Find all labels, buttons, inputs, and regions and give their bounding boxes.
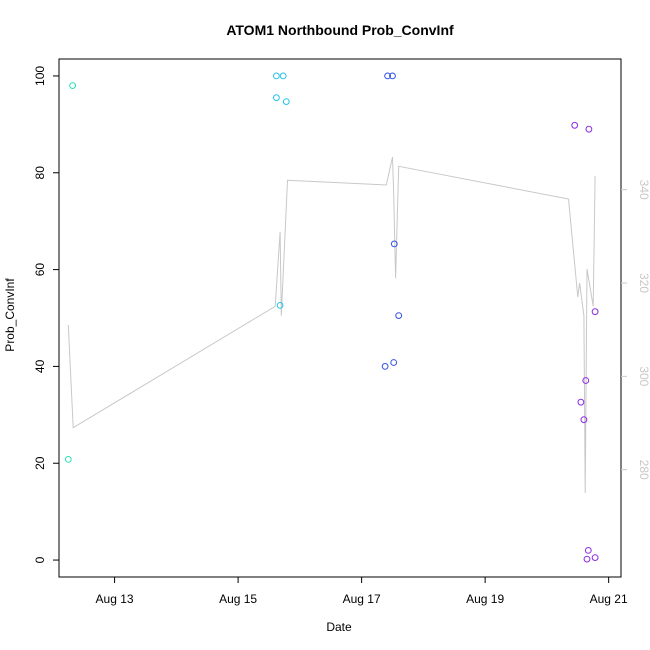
- y-tick-label-3: 40: [33, 359, 47, 373]
- y-tick-label-4: 60: [33, 263, 47, 277]
- x-tick-label-3: Aug 17: [343, 592, 381, 606]
- secondary-series-line: [67, 156, 596, 494]
- data-point-s4-5: [577, 398, 585, 406]
- data-point-s2-3: [273, 94, 280, 102]
- axes: Aug 13 Aug 15 Aug 17 Aug 19 Aug 21 0 20 40 60 80 1…: [33, 58, 650, 606]
- data-point-s4-2: [585, 125, 593, 133]
- data-point-s1-2: [69, 82, 76, 89]
- data-point-s4-9: [591, 554, 599, 561]
- x-tick-label-2: Aug 15: [219, 592, 257, 606]
- y-tick-label-5: 80: [33, 166, 47, 180]
- data-point-s2-5: [276, 302, 284, 309]
- y2-tick-label-3: 320: [637, 273, 650, 293]
- data-point-s4-7: [584, 547, 592, 554]
- y-tick-label-2: 20: [33, 456, 47, 470]
- data-point-s1-1: [64, 456, 72, 463]
- data-point-s4-6: [580, 416, 588, 424]
- y2-tick-label-2: 300: [637, 366, 650, 386]
- data-point-s2-2: [279, 72, 287, 80]
- data-point-s3-1: [384, 72, 392, 80]
- chart-title: ATOM1 Northbound Prob_ConvInf: [226, 22, 454, 38]
- data-point-s3-2: [389, 72, 396, 80]
- x-tick-label-4: Aug 19: [466, 592, 504, 606]
- data-point-s3-3: [390, 240, 398, 248]
- data-point-s4-3: [591, 308, 599, 316]
- plot-frame: [58, 58, 622, 578]
- y-tick-label-6: 100: [33, 66, 47, 86]
- x-tick-label-1: Aug 13: [96, 592, 134, 606]
- x-axis-label: Date: [326, 620, 352, 634]
- data-point-s3-5: [390, 359, 398, 366]
- x-tick-label-5: Aug 21: [590, 592, 628, 606]
- y-axis-label: Prob_ConvInf: [3, 278, 17, 352]
- plot-area: [64, 72, 599, 563]
- y2-tick-label-1: 280: [637, 460, 650, 480]
- data-point-s4-4: [582, 377, 590, 384]
- data-point-s3-6: [381, 363, 389, 370]
- data-point-s4-1: [571, 121, 579, 129]
- data-point-s2-1: [273, 72, 280, 80]
- data-point-s3-4: [395, 312, 403, 320]
- data-point-s2-4: [282, 98, 290, 105]
- y2-tick-label-4: 340: [637, 180, 650, 200]
- y-tick-label-1: 0: [33, 556, 47, 563]
- data-point-s4-8: [583, 555, 591, 563]
